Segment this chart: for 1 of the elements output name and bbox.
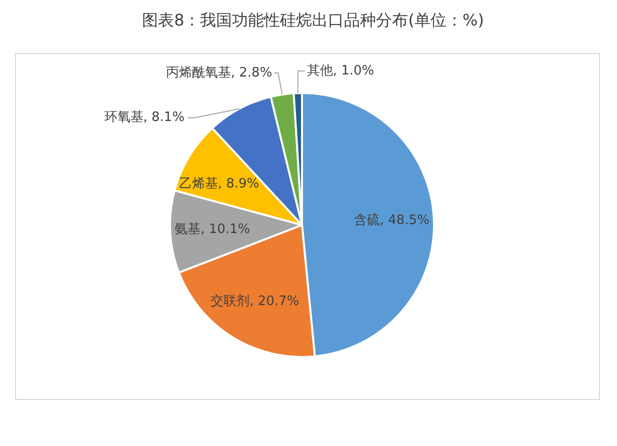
title: 图表8：我国功能性硅烷出口品种分布(单位：%) (142, 10, 484, 30)
